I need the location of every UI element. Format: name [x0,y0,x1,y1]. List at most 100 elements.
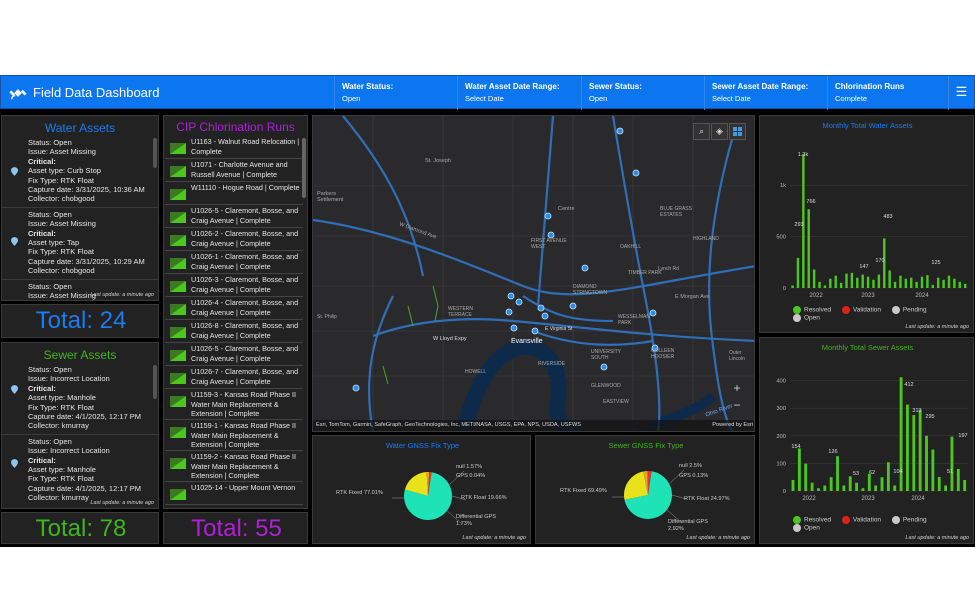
record-type: Asset type: Manhole [28,393,96,403]
bar [926,275,929,288]
data-label: 1.3k [798,152,809,158]
bar [944,485,948,491]
x-tick-label: 2024 [911,496,925,502]
leader-line [447,470,465,487]
water-status-filter[interactable]: Water Status: Open [334,76,457,110]
water-gnss-panel: Water GNSS Fix Type RTK Fixed 77.01% nul… [312,435,531,544]
bar [893,485,897,491]
cip-item-label: U1026-7 - Claremont, Bosse, and Craig Av… [191,367,299,386]
progress-wedge-icon [170,304,186,315]
pie-slice [404,472,428,496]
cip-list-item[interactable]: U1026-7 - Claremont, Bosse, and Craig Av… [165,366,303,389]
bar [850,272,854,288]
legend-item[interactable]: Open [793,524,820,532]
bar [818,281,821,288]
zoom-in-button[interactable]: + [733,381,741,395]
scrollbar[interactable] [153,365,157,399]
legend-item[interactable]: Pending [891,516,927,524]
chlorination-filter[interactable]: Chlorination Runs Complete [827,76,950,110]
cip-list-item[interactable]: U1159-3 - Kansas Road Phase II Water Mai… [165,389,303,420]
pie-label: RTK Float 19.66% [461,495,507,501]
bar [867,473,871,491]
cip-list-item[interactable]: U1026-1 - Claremont, Bosse, and Craig Av… [165,251,303,274]
bar [899,377,903,491]
bar [861,488,865,491]
filter-value: Open [342,94,361,103]
record-critical: Critical: [28,156,56,166]
legend-item[interactable]: Resolved [793,516,831,524]
basemap-gallery-icon[interactable] [729,123,746,140]
cip-list-item[interactable]: U1026-5 - Claremont, Bosse, and Craig Av… [165,205,303,228]
record-critical: Critical: [28,383,56,393]
filter-label: Water Asset Date Range: [465,82,560,91]
cip-list-item[interactable]: U1026-8 - Claremont, Bosse, and Craig Av… [165,320,303,343]
chart-legend: Resolved Validation Pending Open [793,306,973,322]
legend-item[interactable]: Validation [841,516,881,524]
list-item[interactable]: Status: Open Issue: Asset Missing Critic… [2,208,158,280]
data-label: 125 [931,260,940,266]
chart-title: Water GNSS Fix Type [385,441,460,450]
bar [807,209,810,288]
map-label: DIAMOND STRINGTOWN [573,284,608,296]
cip-list-item[interactable]: U1026-5 - Claremont, Bosse, and Craig Av… [165,343,303,366]
map-label: RIVERSIDE [538,361,565,367]
legend-item[interactable]: Validation [841,306,881,314]
leader-line [451,495,467,501]
x-tick-label: 2022 [802,496,816,502]
chart-title: Sewer GNSS Fix Type [608,441,684,450]
record-fix: Fix Type: RTK Float [28,402,94,412]
map-panel[interactable]: St. Joseph Parkers Settlement W Diamond … [312,115,755,432]
zoom-out-button[interactable]: − [733,398,741,412]
search-icon[interactable]: ⌕ [693,123,710,140]
record-issue: Issue: Asset Missing [28,219,96,229]
layers-icon[interactable]: ◈ [711,123,728,140]
list-item[interactable]: Status: Open Issue: Incorrect Location C… [2,365,158,435]
legend-item[interactable]: Resolved [793,306,831,314]
list-item[interactable]: Status: Open Issue: Asset Missing [2,280,158,300]
map-label: EASTVIEW [603,399,629,405]
y-tick-label: 100 [776,461,786,467]
cip-item-label: U1026-5 - Claremont, Bosse, and Craig Av… [191,206,299,225]
cip-list-item[interactable]: U1159-1 - Kansas Road Phase II Water Mai… [165,420,303,451]
scrollbar[interactable] [302,138,306,198]
record-date: Capture date: 3/31/2025, 10:29 AM [28,256,145,266]
sewer-status-filter[interactable]: Sewer Status: Open [581,76,704,110]
water-date-filter[interactable]: Water Asset Date Range: Select Date [457,76,581,110]
progress-wedge-icon [170,458,186,469]
list-item[interactable]: Status: Open Issue: Asset Missing Critic… [2,138,158,208]
bar [834,275,837,288]
record-issue: Issue: Asset Missing [28,147,96,157]
list-item[interactable]: Status: Open Issue: Incorrect Location C… [2,435,158,506]
map-label: FIRST AVENUE WEST [531,238,567,250]
legend-label: Resolved [804,306,832,314]
sewer-date-filter[interactable]: Sewer Asset Date Range: Select Date [704,76,827,110]
x-tick-label: 2023 [861,496,875,502]
record-type: Asset type: Manhole [28,465,96,475]
map-label: Parkers Settlement [317,191,344,203]
water-total-panel: Total: 24 [1,304,159,338]
cip-list-item[interactable]: U1071 - Charlotte Avenue and Russell Ave… [165,159,303,182]
bar [950,436,954,491]
legend-item[interactable]: Pending [891,306,927,314]
cip-list-item[interactable]: U1025-14 - Upper Mount Vernon [165,482,303,505]
map-label: OAKHILL [620,244,642,250]
legend-item[interactable]: Open [793,314,820,322]
bar [842,485,846,491]
map-canvas[interactable] [313,116,755,432]
cip-list-item[interactable]: U1159-2 - Kansas Road Phase II Water Mai… [165,451,303,482]
record-issue: Issue: Incorrect Location [28,374,110,384]
cip-list-item[interactable]: U1026-4 - Claremont, Bosse, and Craig Av… [165,297,303,320]
header-bar: Field Data Dashboard Water Status: Open … [0,75,975,110]
cip-list-item[interactable]: U1026-3 - Claremont, Bosse, and Craig Av… [165,274,303,297]
leader-line [445,509,463,525]
cip-list-item[interactable]: U1163 - Walnut Road Relocation | Complet… [165,136,303,159]
cip-list-item[interactable]: W11110 - Hogue Road | Complete [165,182,303,205]
hamburger-icon[interactable]: ☰ [948,76,974,110]
scrollbar[interactable] [153,138,157,168]
bar [958,281,961,288]
filter-label: Water Status: [342,82,394,91]
satellite-icon [9,89,27,100]
cip-list-item[interactable]: U1026-2 - Claremont, Bosse, and Craig Av… [165,228,303,251]
bar [829,278,832,288]
cip-item-label: W11110 - Hogue Road | Complete [191,183,300,192]
